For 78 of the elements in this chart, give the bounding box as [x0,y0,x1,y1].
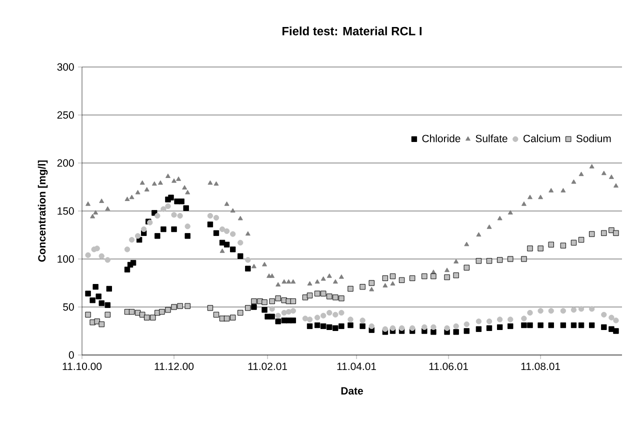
point [320,276,326,281]
point [332,279,338,284]
point [538,194,544,200]
point [314,279,320,284]
y-tick-label: 250 [57,111,74,119]
point [182,185,188,190]
point [326,273,332,278]
point [135,190,140,194]
x-tick-label: 11.10.00 [62,362,102,370]
x-tick-label: 11.04.01 [337,362,376,370]
point [601,170,606,176]
point [589,164,594,168]
point [152,181,157,186]
point [158,180,163,185]
point [93,210,98,214]
point [560,188,566,192]
point [307,281,312,286]
point [527,194,532,200]
point [613,183,618,188]
point [382,283,388,288]
y-tick-label: 150 [58,207,74,215]
point [99,198,104,203]
point [208,180,213,185]
point [521,201,526,206]
point [230,208,236,213]
legend-label: Sodium [576,134,611,142]
point [172,178,177,183]
point [508,210,513,214]
x-tick-label: 11.08.01 [521,362,560,370]
legend-label: Sulfate [476,134,508,142]
point [185,190,190,194]
point [220,248,225,253]
point [497,216,502,220]
point [124,196,130,202]
point [486,224,492,229]
legend-label: Calcium [524,134,560,142]
legend-label: Chloride [422,134,460,142]
point [290,279,296,284]
point [251,264,256,268]
chart-title: Field test: Material RCL I [282,26,422,36]
point [245,231,250,236]
point [464,242,470,246]
point [176,176,182,181]
point [214,181,219,186]
point [286,279,292,284]
point [454,259,459,264]
point [390,281,396,286]
y-tick-label: 200 [57,159,74,167]
point [369,286,374,292]
point [578,172,584,176]
point [140,180,145,185]
point [144,187,150,192]
point [444,268,450,272]
x-axis-title: Date [341,387,363,395]
point [238,216,243,220]
point [338,274,344,279]
point [165,174,170,178]
point [86,201,91,206]
point [548,188,554,192]
y-tick-label: 50 [63,303,74,311]
y-tick-label: 0 [68,351,74,359]
point [129,194,134,200]
point [262,262,268,266]
point [224,201,230,206]
point [282,279,287,284]
point [476,232,482,237]
point [571,179,576,184]
point [105,206,110,211]
y-tick-label: 300 [57,63,74,71]
x-tick-label: 11.12.00 [154,362,194,370]
point [270,273,275,278]
point [276,282,281,286]
x-tick-label: 11.02.01 [248,362,287,370]
y-axis-title: Concentration [mg/l] [38,160,48,262]
point [608,174,614,179]
y-tick-label: 100 [58,255,74,263]
point [90,214,96,218]
x-tick-label: 11.06.01 [429,362,468,370]
